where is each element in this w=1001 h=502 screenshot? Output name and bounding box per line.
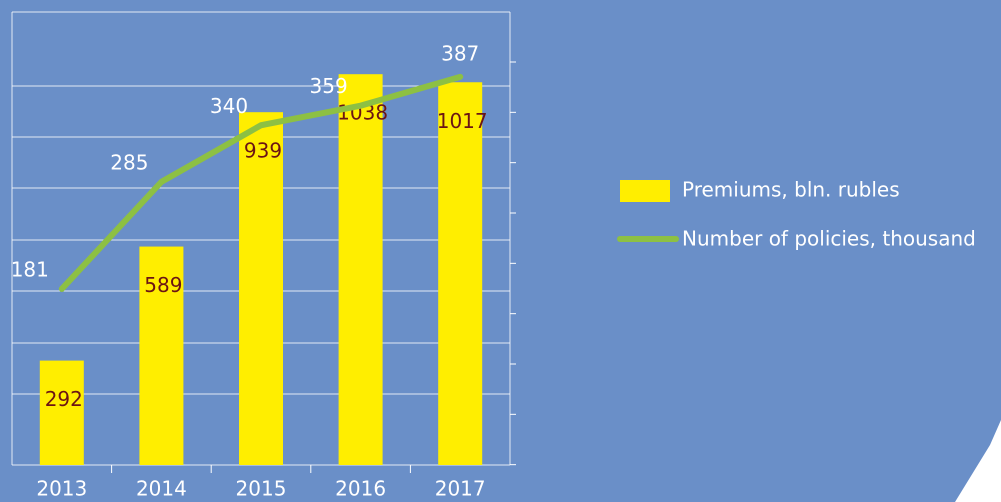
line-value-label: 181 xyxy=(11,257,49,281)
line xyxy=(58,73,464,292)
bar xyxy=(139,246,184,465)
x-tick-label: 2013 xyxy=(36,477,87,501)
x-tick-label: 2016 xyxy=(335,477,386,501)
bar xyxy=(338,74,383,465)
line-value-label: 359 xyxy=(310,74,348,98)
legend-label: Number of policies, thousand xyxy=(682,227,976,251)
line-value-label: 285 xyxy=(110,150,148,174)
legend-label: Premiums, bln. rubles xyxy=(682,178,900,202)
bar-value-label: 292 xyxy=(45,387,83,411)
bar-value-label: 589 xyxy=(144,273,182,297)
bar xyxy=(39,360,84,465)
x-tick-label: 2015 xyxy=(236,477,287,501)
bar-value-label: 1017 xyxy=(437,109,488,133)
bar xyxy=(438,82,483,465)
x-tick-label: 2014 xyxy=(136,477,187,501)
line-value-label: 387 xyxy=(441,41,479,65)
x-tick-label: 2017 xyxy=(435,477,486,501)
bar-value-label: 939 xyxy=(244,139,282,163)
bar xyxy=(239,112,283,466)
corner-shape xyxy=(955,420,1001,502)
legend-swatch xyxy=(620,180,670,202)
line-value-label: 340 xyxy=(210,94,248,118)
